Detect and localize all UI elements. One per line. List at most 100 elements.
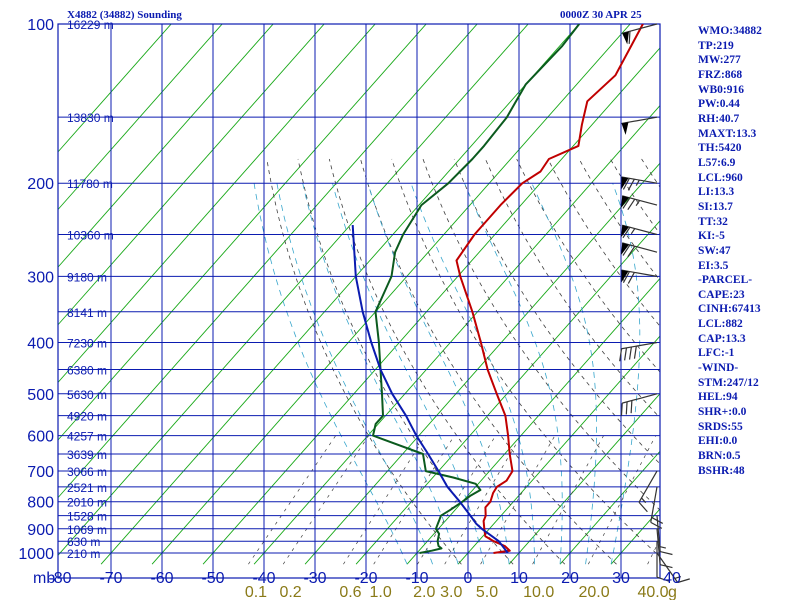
stability-index-item: SI:13.7 xyxy=(698,200,733,213)
mixing-ratio-label: 2.0 xyxy=(413,584,435,600)
stability-index-item: STM:247/12 xyxy=(698,376,759,389)
isotherm-line xyxy=(100,24,580,565)
height-label: 1069 m xyxy=(67,523,107,537)
pressure-tick-label: 200 xyxy=(27,176,54,193)
wind-barb-flag xyxy=(621,270,629,283)
wind-barb-full xyxy=(659,550,673,556)
temperature-tick-label: 20 xyxy=(561,570,579,587)
mixing-ratio-label: 3.0 xyxy=(440,584,462,600)
wind-barb-half xyxy=(635,200,641,207)
isotherm-layer xyxy=(58,24,660,565)
stability-index-item: WB0:916 xyxy=(698,83,744,96)
stability-index-item: RH:40.7 xyxy=(698,112,740,125)
mixing-ratio-line xyxy=(343,435,426,565)
sounding-series-layer xyxy=(351,24,644,554)
stability-index-item: -WIND- xyxy=(698,362,739,375)
stability-index-item: LI:13.3 xyxy=(698,186,735,199)
stability-index-item: SHR+:0.0 xyxy=(698,406,747,419)
wind-barb-layer xyxy=(619,23,690,584)
height-label: 11780 m xyxy=(67,177,113,191)
mixing-ratio-label: 40.0 xyxy=(637,584,668,600)
wind-barb xyxy=(620,393,658,416)
wind-barb-half xyxy=(635,179,640,186)
height-label: 9180 m xyxy=(67,270,107,284)
wind-barb-full xyxy=(620,403,623,416)
title-right: 0000Z 30 APR 25 xyxy=(560,9,642,21)
mixing-ratio-line xyxy=(417,435,496,565)
wind-barb-half xyxy=(659,545,666,549)
wind-barb-shaft xyxy=(656,528,661,565)
stability-index-item: BSHR:48 xyxy=(698,464,745,477)
wind-barb-full xyxy=(627,178,635,191)
mixing-ratio-unit: g xyxy=(668,584,677,600)
temperature-tick-label: -60 xyxy=(150,570,173,587)
isotherm-line xyxy=(58,24,427,441)
wind-barb-full xyxy=(625,401,628,415)
isotherm-line xyxy=(253,104,660,565)
dry-adiabat-line xyxy=(547,158,660,327)
wind-barb-flag xyxy=(621,242,629,255)
stability-index-item: LCL:960 xyxy=(698,171,743,184)
moist-adiabat-line xyxy=(367,183,510,565)
wind-barb-flag xyxy=(621,195,629,208)
mixing-ratio-line xyxy=(248,435,336,565)
temperature-tick-label: 0 xyxy=(464,570,473,587)
moist-adiabat-line xyxy=(332,183,484,565)
wind-barb-shaft xyxy=(621,269,658,277)
pressure-tick-label: 700 xyxy=(27,464,54,481)
temperature-tick-label: -50 xyxy=(201,570,224,587)
mixing-ratio-label: 1.0 xyxy=(370,584,392,600)
grid-layer xyxy=(57,23,661,579)
temperature-tick-label: -20 xyxy=(354,570,377,587)
isotherm-line xyxy=(457,335,660,565)
mixing-ratio-line xyxy=(532,435,604,565)
pressure-tick-label: 900 xyxy=(27,522,54,539)
wind-barb-shaft xyxy=(656,515,661,552)
wind-barb-shaft xyxy=(638,470,658,503)
isotherm-line xyxy=(58,24,325,326)
dry-adiabat-line xyxy=(391,158,660,558)
wind-barb-full xyxy=(677,578,690,584)
wind-barb-full xyxy=(622,197,631,209)
wind-barb-half xyxy=(630,228,636,235)
mixing-ratio-label: 20.0 xyxy=(579,584,610,600)
stability-index-item: FRZ:868 xyxy=(698,68,743,81)
wind-barb-shaft xyxy=(622,393,658,404)
isotherm-line xyxy=(202,47,660,565)
pressure-tick-label: 1000 xyxy=(18,546,54,563)
stability-index-item: TH:5420 xyxy=(698,142,742,155)
stability-index-list: WMO:34882 TP:219 MW:277 FRZ:868 WB0:916 PW:0.… xyxy=(698,24,762,478)
stability-index-item: CAP:13.3 xyxy=(698,332,746,345)
wind-barb-flag xyxy=(621,176,629,190)
height-label: 6380 m xyxy=(67,364,107,378)
height-label: 5630 m xyxy=(67,388,107,402)
stability-index-item: PW:0.44 xyxy=(698,98,740,111)
height-label: 2521 m xyxy=(67,481,107,495)
pressure-tick-label: 100 xyxy=(27,17,54,34)
wind-barb-full xyxy=(630,400,633,414)
stability-index-item: CINH:67413 xyxy=(698,303,761,316)
height-label: 10360 m xyxy=(67,229,114,243)
wind-barb xyxy=(621,195,658,211)
stability-index-item: MW:277 xyxy=(698,54,741,67)
wind-barb xyxy=(621,224,658,239)
dry-adiabat-line xyxy=(578,158,660,281)
isotherm-line xyxy=(58,24,172,153)
wind-barb-flag xyxy=(622,31,629,45)
moist-adiabat-layer xyxy=(253,183,641,565)
stability-index-item: MAXT:13.3 xyxy=(698,127,757,140)
wind-barb xyxy=(622,23,658,45)
wind-barb-flag xyxy=(621,225,629,238)
wind-barb-full xyxy=(622,178,630,190)
isotherm-line xyxy=(58,24,274,268)
height-label: 4257 m xyxy=(67,430,107,444)
wind-barb-full xyxy=(619,348,623,362)
pressure-unit-label: mb xyxy=(33,570,55,587)
dry-adiabat-line xyxy=(485,158,660,419)
stability-index-item: -PARCEL- xyxy=(698,274,753,287)
height-label: 210 m xyxy=(67,547,100,561)
dry-adiabat-line xyxy=(266,158,462,565)
wind-barb xyxy=(619,341,658,362)
isotherm-line xyxy=(58,24,376,384)
